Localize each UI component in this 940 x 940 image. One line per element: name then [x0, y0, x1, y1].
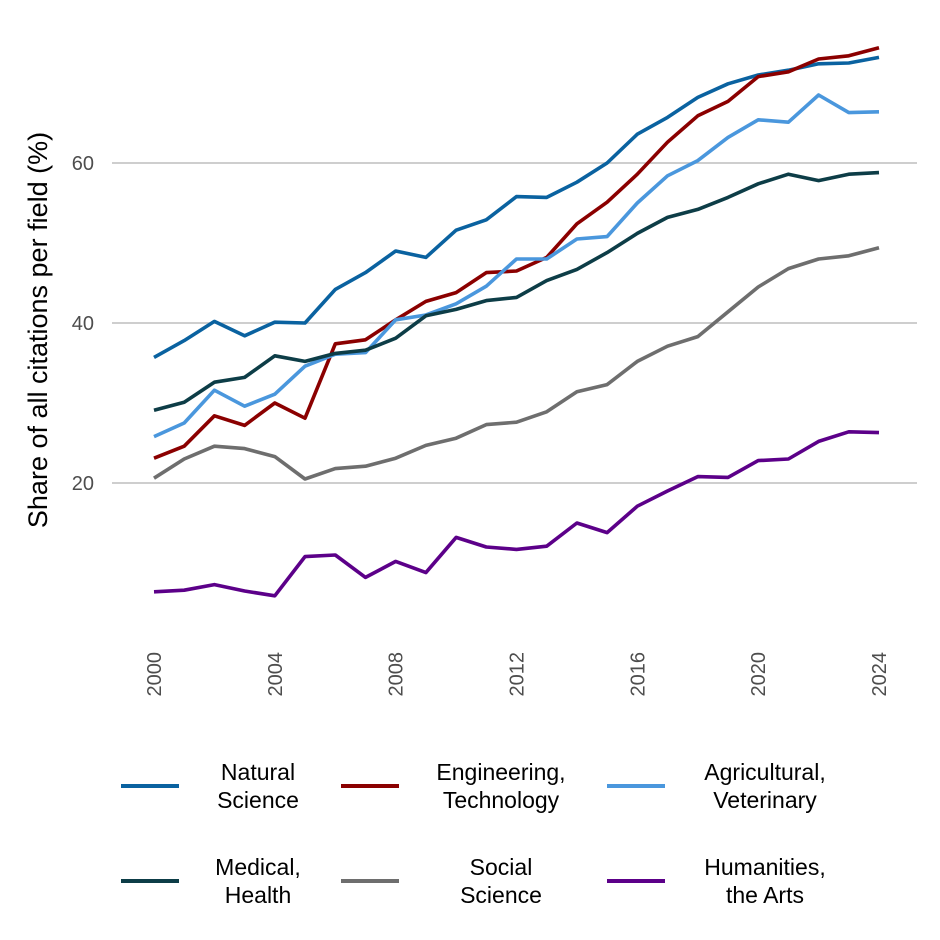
legend-item: Humanities, the Arts: [607, 854, 826, 908]
x-tick-label: 2024: [869, 652, 891, 697]
x-tick-label: 2016: [627, 652, 649, 697]
legend-item: Agricultural, Veterinary: [607, 759, 826, 813]
x-tick-label: 2012: [507, 652, 529, 697]
series-line-agricultural-veterinary: [153, 93, 880, 439]
series-lines: [153, 46, 880, 598]
x-tick-label: 2000: [144, 652, 166, 697]
x-tick-label: 2004: [265, 652, 287, 697]
y-axis-title: Share of all citations per field (%): [23, 132, 53, 528]
y-tick-label: 60: [72, 153, 94, 175]
legend-item: Natural Science: [121, 759, 299, 813]
legend-label: Natural Science: [217, 759, 299, 813]
x-axis-ticks: 2000 2004 2008 2012 2016 2020 2024: [144, 652, 891, 697]
series-line-engineering-technology: [153, 46, 880, 460]
legend-label: Humanities, the Arts: [704, 854, 825, 908]
gridlines: [112, 162, 917, 484]
legend-label: Social Science: [460, 854, 542, 908]
x-tick-label: 2008: [386, 652, 408, 697]
series-line-natural-science: [153, 55, 880, 359]
legend: Natural Science Engineering, Technology Agri…: [121, 759, 826, 908]
legend-item: Medical, Health: [121, 854, 301, 908]
y-axis-ticks: 20 40 60: [72, 153, 94, 495]
series-line-medical-health: [153, 170, 880, 412]
legend-label: Engineering, Technology: [436, 759, 565, 813]
y-tick-label: 40: [72, 313, 94, 335]
series-line-social-science: [153, 246, 880, 481]
x-tick-label: 2020: [748, 652, 770, 697]
series-line-humanities-the-arts: [153, 429, 880, 598]
legend-item: Engineering, Technology: [341, 759, 566, 813]
y-tick-label: 20: [72, 473, 94, 495]
legend-label: Agricultural, Veterinary: [704, 759, 825, 813]
legend-label: Medical, Health: [215, 854, 301, 908]
legend-item: Social Science: [341, 854, 542, 908]
